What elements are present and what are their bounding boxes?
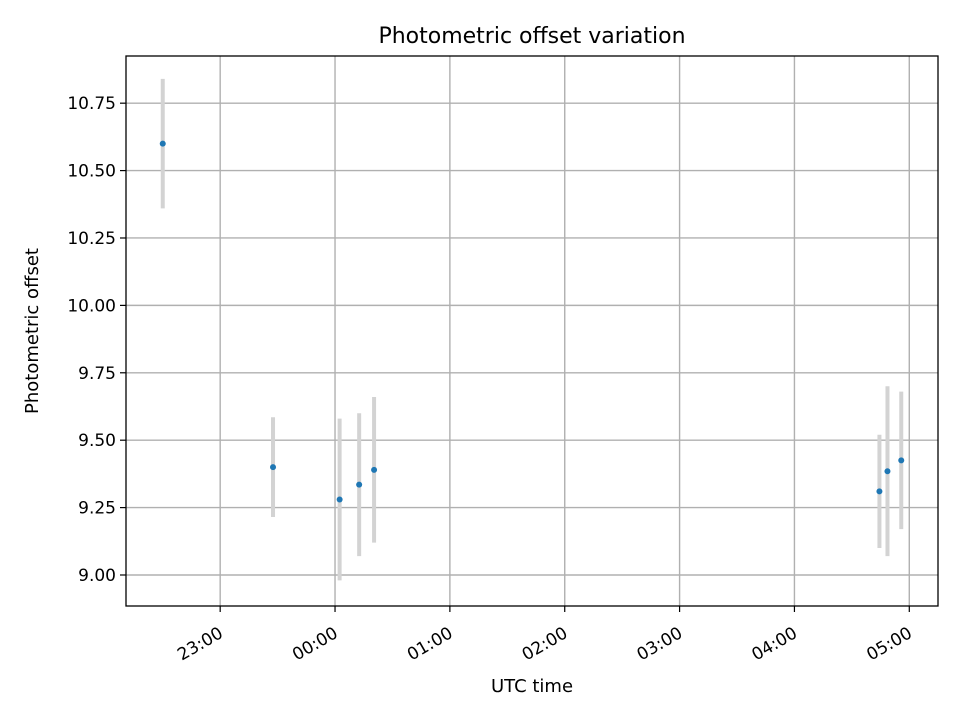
data-point [336, 496, 343, 503]
data-point [876, 488, 883, 495]
y-tick-label: 9.25 [78, 499, 116, 519]
data-point [371, 466, 378, 473]
point-layer [159, 140, 905, 503]
grid-layer [126, 56, 938, 606]
y-tick-label: 9.50 [78, 431, 116, 451]
x-tick-label: 00:00 [289, 623, 341, 665]
data-point [159, 140, 166, 147]
x-tick-label: 03:00 [634, 623, 686, 665]
plot-frame [125, 55, 939, 607]
y-tick-label: 10.50 [67, 162, 116, 182]
data-point [356, 481, 363, 488]
chart-title: Photometric offset variation [378, 24, 685, 49]
y-tick-label: 10.00 [67, 296, 116, 316]
x-tick-label: 02:00 [519, 623, 571, 665]
data-point [884, 468, 891, 475]
x-tick-label: 04:00 [749, 623, 801, 665]
y-axis-label: Photometric offset [22, 248, 43, 414]
y-tick-label: 10.75 [67, 94, 116, 114]
x-tick-label: 05:00 [863, 623, 915, 665]
x-tick-label: 23:00 [174, 623, 226, 665]
data-point [270, 464, 277, 471]
errorbar-layer [160, 78, 904, 581]
x-tick-label: 01:00 [404, 623, 456, 665]
tick-layer: 23:00 00:00 01:00 02:00 03:00 04:00 05:00 9.00 9… [67, 94, 915, 665]
data-point [898, 457, 905, 464]
x-axis-label: UTC time [491, 676, 573, 697]
y-tick-label: 9.75 [78, 364, 116, 384]
y-tick-label: 10.25 [67, 229, 116, 249]
y-tick-label: 9.00 [78, 566, 116, 586]
